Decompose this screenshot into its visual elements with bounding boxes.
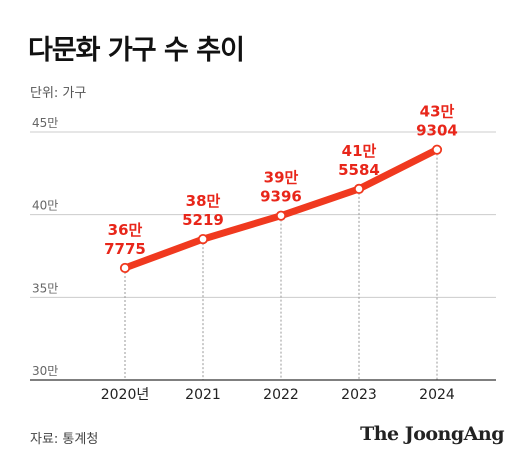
series-line: [121, 146, 441, 272]
brand-logo: The JoongAng: [360, 423, 504, 445]
data-point: [197, 234, 209, 245]
data-label: 41만: [342, 142, 377, 160]
data-point: [275, 210, 287, 221]
y-tick-label: 40만: [32, 199, 58, 213]
x-tick-label: 2020년: [101, 387, 150, 403]
unit-label: 단위: 가구: [30, 86, 87, 101]
data-label: 7775: [104, 240, 146, 258]
data-label: 9304: [416, 122, 458, 140]
data-points: [119, 144, 443, 274]
y-tick-label: 35만: [32, 281, 58, 295]
data-point: [353, 183, 365, 195]
data-label: 43만: [420, 103, 455, 121]
x-tick-label: 2024: [419, 387, 455, 403]
data-label: 5584: [338, 161, 380, 179]
grid-lines: [30, 131, 496, 298]
y-tick-label: 45만: [32, 116, 58, 130]
guide-lines: [124, 149, 438, 380]
x-tick-label: 2022: [263, 387, 299, 403]
data-label: 36만: [108, 221, 143, 239]
source-note: 자료: 통계청: [30, 432, 99, 447]
chart-title: 다문화 가구 수 추이: [28, 35, 245, 66]
x-tick-labels: 2020년 2021 2022 2023 2024: [101, 387, 455, 403]
y-tick-labels: 45만 40만 35만 30만: [32, 116, 58, 378]
data-label: 39만: [264, 169, 299, 187]
data-label: 5219: [182, 211, 224, 229]
data-point: [431, 144, 443, 155]
y-tick-label: 30만: [32, 364, 58, 378]
data-label: 38만: [186, 192, 221, 210]
x-tick-label: 2021: [185, 387, 221, 403]
data-label: 9396: [260, 188, 302, 206]
data-point: [119, 262, 131, 274]
x-tick-label: 2023: [341, 387, 377, 403]
